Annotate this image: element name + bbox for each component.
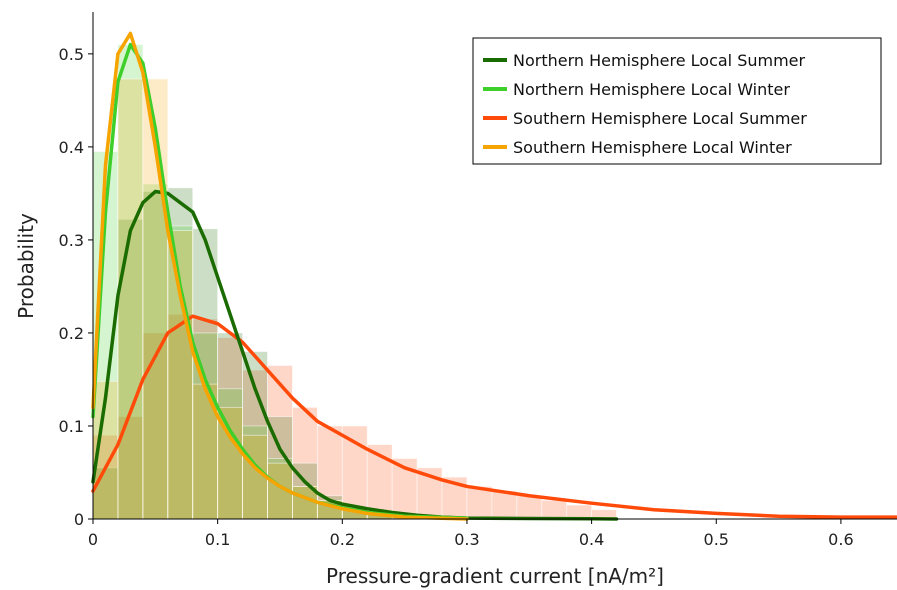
series-line (91, 31, 469, 521)
y-tick-label: 0 (74, 510, 84, 529)
density-curves (91, 31, 897, 521)
x-tick-label: 0.2 (330, 530, 355, 549)
x-tick-label: 0.5 (704, 530, 729, 549)
histogram-bar (292, 486, 318, 520)
histogram-bar (566, 504, 592, 520)
legend-entry: Southern Hemisphere Local Summer (513, 109, 807, 128)
histogram-bar (117, 78, 144, 520)
histogram-bar (491, 490, 518, 520)
legend-entry: Northern Hemisphere Local Summer (513, 51, 806, 70)
histogram-bar (466, 486, 493, 520)
y-tick-label: 0.2 (59, 324, 84, 343)
histogram-bar (142, 332, 169, 520)
x-tick-label: 0.6 (828, 530, 853, 549)
histogram-bar (516, 495, 543, 520)
histogram-bar (192, 228, 219, 520)
x-axis-label: Pressure-gradient current [nA/m²] (326, 564, 664, 588)
legend-box (472, 37, 882, 165)
x-tick-label: 0.1 (205, 530, 230, 549)
y-axis-label: Probability (14, 213, 38, 319)
y-tick-label: 0.3 (59, 231, 84, 250)
y-tick-label: 0.1 (59, 417, 84, 436)
x-tick-label: 0 (88, 530, 98, 549)
y-tick-label: 0.5 (59, 45, 84, 64)
histogram-bar (267, 458, 293, 520)
histogram-bar (167, 230, 194, 520)
x-tick-label: 0.4 (579, 530, 604, 549)
tick-labels: 0 0.1 0.2 0.3 0.4 0.5 0.6 0 0.1 0.2 0.3 0.4 0.5 (59, 45, 854, 549)
axes (92, 12, 897, 520)
legend-entry: Southern Hemisphere Local Winter (513, 138, 792, 157)
y-tick-label: 0.4 (59, 138, 84, 157)
legend: Northern Hemisphere Local Summer Northern… (472, 37, 882, 165)
series-line (91, 314, 897, 519)
legend-entry: Northern Hemisphere Local Winter (513, 80, 790, 99)
histogram-bar (242, 434, 268, 520)
x-tick-label: 0.3 (454, 530, 479, 549)
histogram-bar (541, 499, 568, 520)
